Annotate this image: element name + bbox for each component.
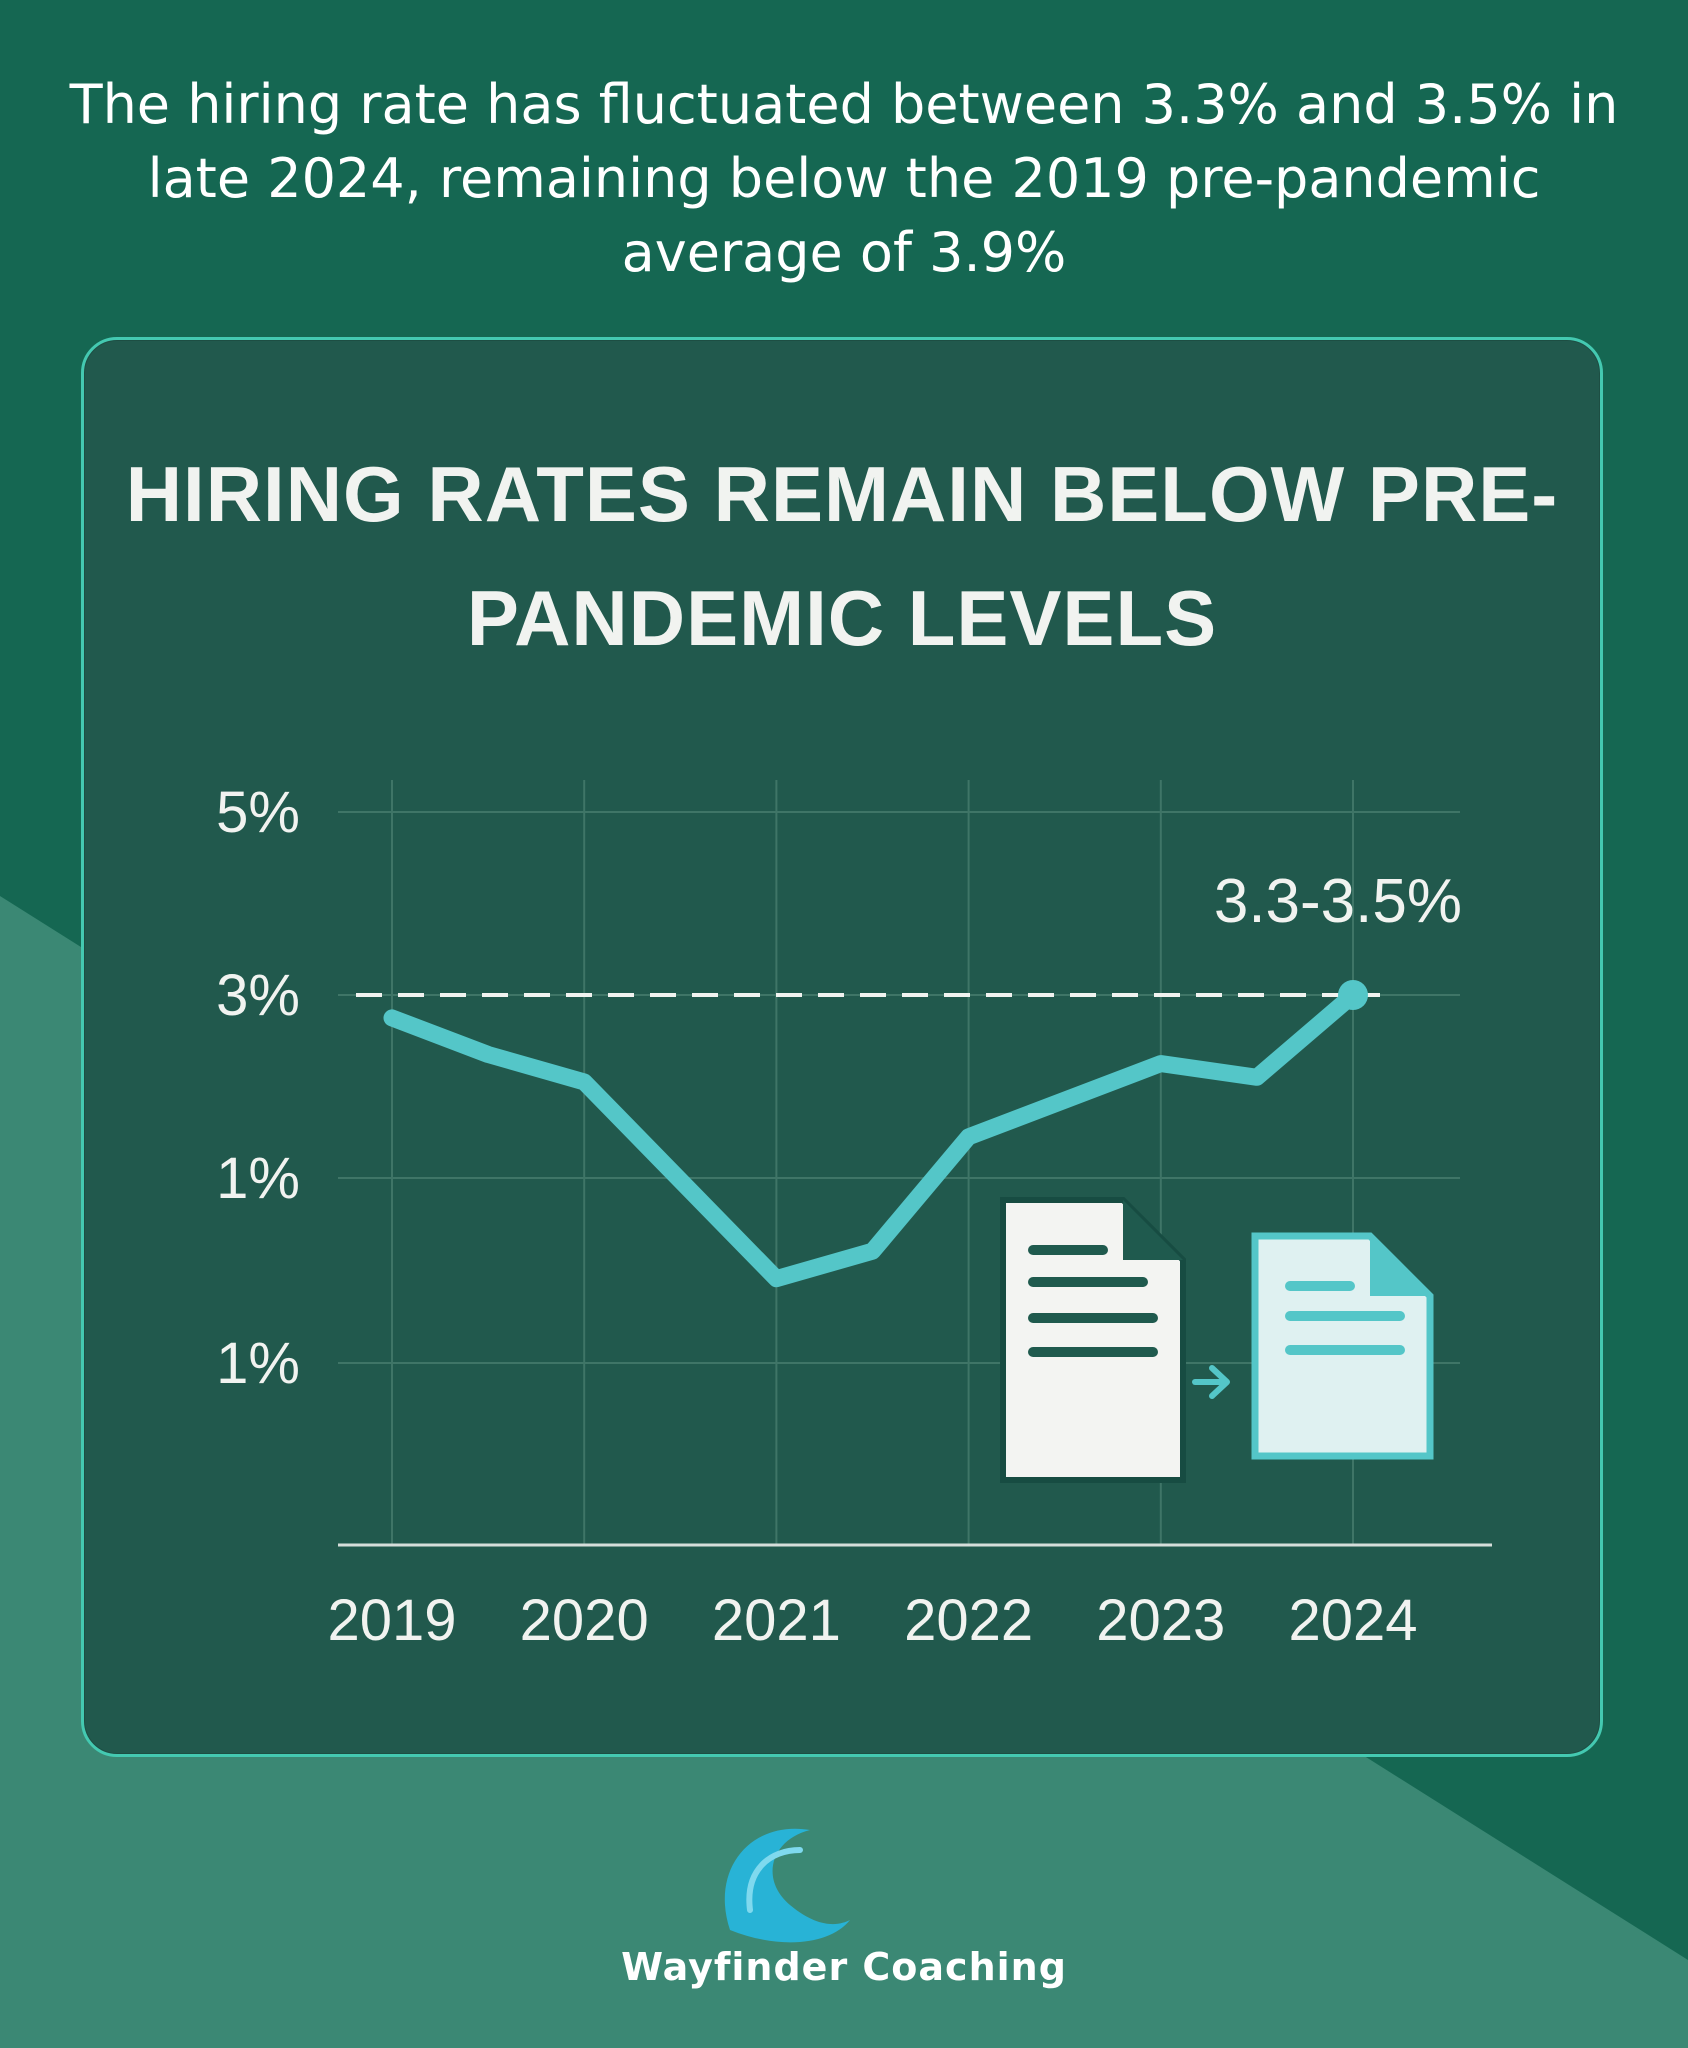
document-icon bbox=[1000, 1197, 1186, 1483]
document-copy-fold bbox=[1370, 1236, 1430, 1296]
y-tick-label: 1% bbox=[216, 1331, 300, 1396]
chart-card: HIRING RATES REMAIN BELOW PRE-PANDEMIC L… bbox=[81, 337, 1603, 1757]
x-tick-label: 2023 bbox=[1096, 1588, 1225, 1653]
x-tick-label: 2022 bbox=[904, 1588, 1033, 1653]
document-fold bbox=[1123, 1200, 1183, 1260]
wave-logo-icon bbox=[724, 1828, 850, 1943]
data-point bbox=[1338, 980, 1368, 1010]
x-tick-label: 2024 bbox=[1288, 1588, 1417, 1653]
x-tick-label: 2020 bbox=[520, 1588, 649, 1653]
headline: The hiring rate has fluctuated between 3… bbox=[69, 73, 1619, 284]
y-tick-label: 3% bbox=[216, 963, 300, 1028]
y-tick-label: 1% bbox=[216, 1146, 300, 1211]
x-tick-label: 2021 bbox=[712, 1588, 841, 1653]
brand-name: Wayfinder Coaching bbox=[621, 1945, 1067, 1989]
y-tick-label: 5% bbox=[216, 780, 300, 845]
arrow-head bbox=[1209, 1365, 1230, 1399]
chart-title: HIRING RATES REMAIN BELOW PRE-PANDEMIC L… bbox=[125, 450, 1559, 662]
annotation-label: 3.3-3.5% bbox=[1214, 867, 1462, 936]
wave-logo-highlight bbox=[746, 1847, 803, 1913]
x-tick-label: 2019 bbox=[327, 1588, 456, 1653]
series-line bbox=[383, 986, 1362, 1288]
